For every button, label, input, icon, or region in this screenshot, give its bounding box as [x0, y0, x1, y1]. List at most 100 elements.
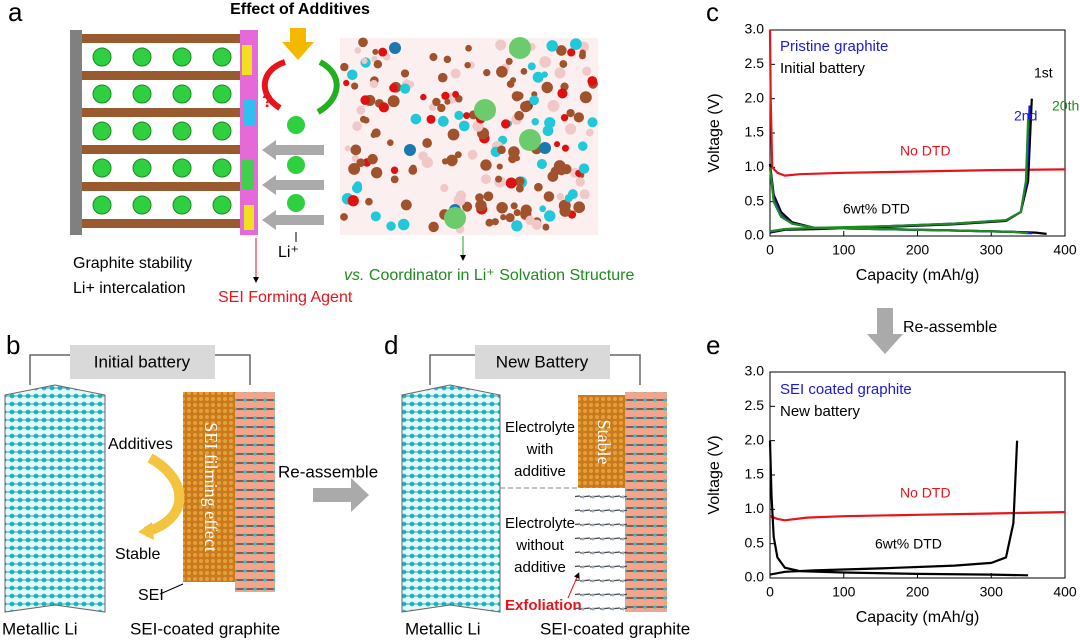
arrow [316, 59, 340, 115]
atom [343, 79, 350, 87]
li-ion [132, 195, 152, 215]
atom [453, 194, 466, 207]
atom [578, 163, 590, 174]
atom [369, 80, 378, 89]
legend-text: Initial battery [780, 60, 866, 77]
atom [567, 48, 576, 57]
atom [558, 199, 571, 212]
text: Metallic Li [405, 619, 481, 638]
atom [353, 181, 362, 190]
atom [340, 213, 348, 221]
li-ion [172, 195, 192, 215]
atom [444, 98, 451, 105]
li-ion [212, 121, 232, 141]
x-tick-label: 0 [766, 584, 774, 600]
atom [509, 37, 531, 59]
atom [386, 221, 396, 231]
atom [373, 60, 383, 69]
atom [585, 128, 594, 137]
y-tick-label: 3.0 [745, 363, 765, 379]
atom [529, 95, 539, 106]
text: Re-assemble [278, 462, 378, 481]
atom [495, 39, 507, 51]
atom [348, 162, 361, 175]
atom [559, 60, 568, 68]
atom [542, 125, 554, 137]
series-line [768, 440, 1029, 577]
atom [360, 95, 371, 105]
graphite [235, 392, 275, 592]
atom [485, 218, 494, 227]
atom [454, 110, 464, 120]
atom [539, 56, 551, 68]
atom [426, 114, 436, 124]
panel-label: d [384, 330, 398, 360]
y-tick-label: 0.5 [745, 192, 765, 208]
li-ion [212, 158, 232, 178]
atom [438, 76, 445, 83]
atom [344, 145, 351, 152]
y-tick-label: 0.5 [745, 534, 765, 550]
text: Metallic Li [2, 619, 78, 638]
x-tick-label: 300 [980, 242, 1004, 258]
atom [350, 144, 362, 156]
text: additive [514, 463, 566, 480]
atom [564, 194, 573, 203]
li-ion [212, 47, 232, 67]
y-tick-label: 1.5 [745, 466, 765, 482]
atom [531, 117, 539, 126]
layer [82, 219, 240, 228]
y-tick-label: 0.0 [745, 227, 765, 243]
series-line [768, 29, 1066, 177]
text: New Battery [496, 352, 589, 371]
atom [462, 201, 473, 212]
atom [495, 175, 503, 183]
text: with [526, 441, 554, 458]
atom [352, 121, 362, 131]
atom [340, 62, 349, 72]
atom [464, 61, 471, 69]
text: Stable [115, 546, 160, 563]
atom [429, 53, 438, 62]
atom [378, 102, 389, 113]
atom [400, 69, 410, 78]
text: Additives [108, 436, 173, 453]
atom [491, 218, 499, 226]
atom [579, 189, 590, 200]
atom [422, 138, 432, 148]
text: Li+ intercalation [73, 280, 186, 297]
atom [404, 144, 416, 156]
atom [371, 167, 383, 179]
atom [500, 214, 507, 221]
atom [546, 40, 558, 52]
atom [480, 159, 492, 171]
wire [429, 354, 641, 385]
atom [508, 146, 520, 158]
atom [579, 91, 592, 104]
atom [390, 166, 399, 174]
atom [542, 223, 550, 231]
atom [511, 220, 523, 232]
li-ion [92, 47, 112, 67]
text: Re-assemble [903, 319, 997, 336]
series-label: No DTD [900, 143, 951, 159]
atom [496, 163, 503, 170]
x-tick-label: 400 [1053, 242, 1077, 258]
wire [29, 354, 251, 385]
atom [510, 202, 518, 210]
atom [557, 88, 568, 99]
layer [82, 34, 240, 43]
panel-label: a [8, 0, 23, 27]
atom [556, 192, 564, 201]
box [475, 345, 610, 379]
x-tick-label: 100 [832, 584, 856, 600]
graphite [70, 30, 258, 235]
panel-label: c [706, 0, 719, 27]
series-label: 6wt% DTD [875, 536, 942, 552]
atom [556, 45, 567, 56]
x-tick-label: 0 [766, 242, 774, 258]
atom [437, 103, 446, 113]
atom [441, 91, 450, 100]
atom [399, 83, 411, 94]
atom [496, 66, 508, 78]
